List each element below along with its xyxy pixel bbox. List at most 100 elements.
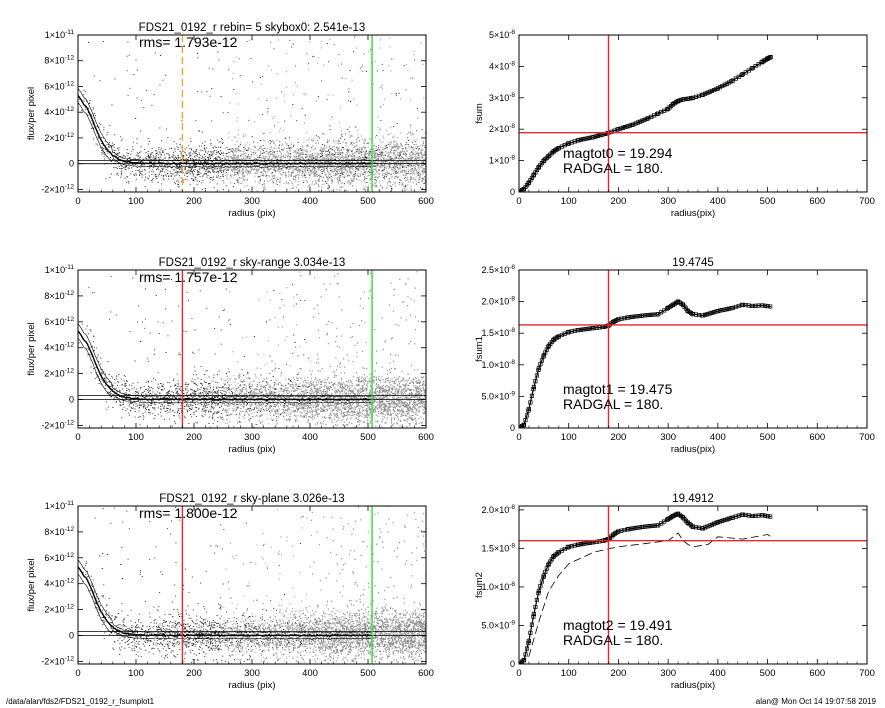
x-tick-label: 600 xyxy=(418,668,434,679)
scatter-dots-light xyxy=(223,509,311,664)
chart-title: 19.4912 xyxy=(672,493,714,505)
x-tick-label: 0 xyxy=(516,432,521,443)
x-tick-label: 500 xyxy=(760,668,776,679)
x-tick-label: 0 xyxy=(75,432,80,443)
y-tick-label: 6×10-12 xyxy=(44,316,74,327)
x-tick-label: 300 xyxy=(660,432,676,443)
chart-title: FDS21_0192_r rebin= 5 skybox0: 2.541e-13 xyxy=(139,22,366,34)
y-tick-label: 2×10-12 xyxy=(44,604,74,615)
profile-lower xyxy=(78,337,372,405)
footer-filepath: /data/alan/fds2/FDS21_0192_r_fsumplot1 xyxy=(6,697,155,706)
y-tick-label: 1×10-11 xyxy=(45,500,75,511)
y-tick-label: 1.5×10-8 xyxy=(481,327,515,338)
y-tick-label: 1.0×10-8 xyxy=(481,359,515,370)
x-tick-label: 300 xyxy=(244,668,260,679)
y-tick-label: 5.0×10-9 xyxy=(481,390,515,401)
x-tick-label: 600 xyxy=(809,668,825,679)
y-tick-label: 5.0×10-9 xyxy=(481,619,515,630)
y-tick-label: 0 xyxy=(510,659,515,669)
chart-title: FDS21_0192_r sky-range 3.034e-13 xyxy=(159,257,346,269)
scatter-points xyxy=(78,270,426,428)
x-tick-label: 600 xyxy=(418,432,434,443)
x-tick-label: 300 xyxy=(244,196,260,207)
profile-upper xyxy=(78,88,372,162)
x-tick-label: 100 xyxy=(561,432,577,443)
y-tick-label: 0 xyxy=(69,631,74,641)
profile-upper xyxy=(78,323,372,399)
x-tick-label: 400 xyxy=(302,432,318,443)
curve-square-markers xyxy=(519,55,773,192)
y-tick-label: 1.5×10-8 xyxy=(481,542,515,553)
axes-frame xyxy=(518,269,868,429)
chart-panel-1: rms= 1.793e-12 0 100 200 300 400 500 600 radius … xyxy=(26,22,434,219)
y-axis-label: flux/per pixel xyxy=(26,322,37,375)
profile-curve xyxy=(78,95,372,166)
y-tick-label: 4×10-12 xyxy=(44,578,74,589)
x-tick-label: 200 xyxy=(186,432,202,443)
x-tick-label: 500 xyxy=(360,668,376,679)
plot-area xyxy=(519,506,867,664)
y-axis-label: flux/per pixel xyxy=(26,87,37,140)
x-tick-label: 300 xyxy=(244,432,260,443)
x-tick-label: 200 xyxy=(186,668,202,679)
x-axis-label: radius (pix) xyxy=(229,208,276,219)
chart-panel-3: rms= 1.757e-12 0 100 200 300 400 500 600 radius … xyxy=(26,257,434,455)
y-tick-label: 1×10-11 xyxy=(45,29,75,40)
y-tick-label: 3×10-8 xyxy=(489,92,515,103)
y-axis-label: fsum xyxy=(474,103,485,124)
y-tick-label: 2.0×10-8 xyxy=(481,504,515,515)
x-tick-label: 700 xyxy=(859,196,875,207)
plot-area xyxy=(78,35,426,192)
footer-timestamp: alan@ Mon Oct 14 19:07:58 2019 xyxy=(755,697,876,706)
profile-lower xyxy=(78,573,372,641)
profile-curve xyxy=(78,566,372,638)
y-tick-label: 4×10-12 xyxy=(44,106,74,117)
curve-line xyxy=(519,300,772,428)
scatter-dots-light xyxy=(223,35,426,192)
y-tick-label: 6×10-12 xyxy=(44,552,74,563)
curve-markers xyxy=(519,55,773,192)
x-tick-label: 500 xyxy=(360,196,376,207)
x-tick-label: 400 xyxy=(710,196,726,207)
y-tick-label: 4×10-12 xyxy=(44,342,74,353)
x-tick-label: 200 xyxy=(186,196,202,207)
axes-frame xyxy=(518,34,868,193)
x-tick-label: 100 xyxy=(128,196,144,207)
y-tick-label: -2×10-12 xyxy=(41,655,74,666)
plot-area xyxy=(519,35,867,192)
curve-square-markers xyxy=(519,511,773,664)
x-tick-label: 600 xyxy=(809,432,825,443)
y-axis-label: flux/per pixel xyxy=(26,558,37,611)
x-tick-label: 100 xyxy=(561,668,577,679)
curve-line xyxy=(519,56,772,192)
y-tick-label: 0 xyxy=(510,423,515,433)
scatter-dots-dark xyxy=(310,506,426,664)
magtot-annotation: magtot0 = 19.294 xyxy=(563,145,673,161)
x-axis-label: radius (pix) xyxy=(229,680,276,691)
chart-title: FDS21_0192_r sky-plane 3.026e-13 xyxy=(159,493,344,505)
x-tick-label: 500 xyxy=(760,196,776,207)
curve-markers xyxy=(519,511,773,664)
y-tick-label: 2×10-12 xyxy=(44,132,74,143)
curve-line xyxy=(519,513,772,664)
plot-area xyxy=(78,506,426,664)
x-tick-label: 0 xyxy=(516,668,521,679)
rms-annotation: rms= 1.800e-12 xyxy=(139,505,238,521)
y-tick-label: 2.0×10-8 xyxy=(481,296,515,307)
profile-curve xyxy=(78,330,372,402)
y-tick-label: 1×10-8 xyxy=(489,155,515,166)
y-tick-label: 0 xyxy=(69,395,74,405)
x-axis-label: radius(pix) xyxy=(671,208,715,219)
x-tick-label: 200 xyxy=(610,432,626,443)
x-tick-label: 0 xyxy=(75,668,80,679)
magtot-annotation: magtot2 = 19.491 xyxy=(563,617,673,633)
curve-square-markers xyxy=(519,299,773,428)
plot-area xyxy=(519,270,867,428)
x-tick-label: 600 xyxy=(809,196,825,207)
axes-frame xyxy=(518,505,868,665)
y-tick-label: -2×10-12 xyxy=(41,183,74,194)
x-tick-label: 400 xyxy=(710,668,726,679)
